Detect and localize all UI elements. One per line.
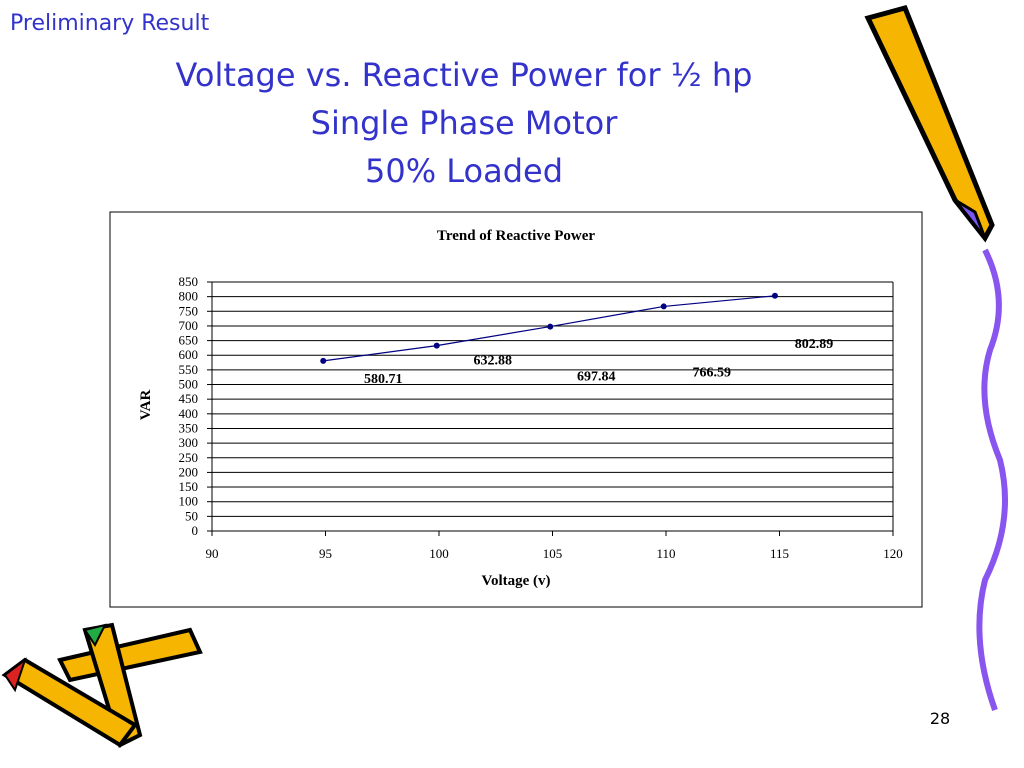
y-tick-label: 300 [179,435,199,450]
data-point [771,292,778,299]
y-tick-label: 100 [179,494,199,509]
chart: Trend of Reactive Power Voltage (v) VAR … [138,228,903,589]
title-line: Voltage vs. Reactive Power for ½ hp [176,56,753,94]
x-tick-label: 90 [206,546,219,561]
x-tick-label: 95 [319,546,332,561]
title-line: Single Phase Motor [311,104,619,142]
y-tick-label: 250 [179,450,199,465]
data-point [320,357,327,364]
x-tick-label: 115 [770,546,789,561]
y-tick-label: 700 [179,318,199,333]
title-line: 50% Loaded [365,152,563,190]
data-label: 632.88 [473,354,512,369]
y-tick-label: 50 [185,508,198,523]
page-number: 28 [930,709,950,728]
data-label: 580.71 [364,372,403,387]
y-tick-label: 150 [179,479,199,494]
x-tick-label: 110 [656,546,675,561]
y-tick-label: 500 [179,377,199,392]
y-tick-label: 550 [179,362,199,377]
x-tick-label: 100 [429,546,449,561]
pencil-decoration [1,5,1008,748]
data-point [547,323,554,330]
x-axis-label: Voltage (v) [481,573,550,589]
y-tick-label: 200 [179,464,199,479]
data-label: 802.89 [795,337,834,352]
y-tick-label: 800 [179,289,199,304]
y-tick-label: 0 [192,523,199,538]
y-tick-label: 750 [179,303,199,318]
data-point [433,342,440,349]
y-tick-label: 650 [179,333,199,348]
data-label: 766.59 [692,365,731,380]
y-tick-label: 850 [179,274,199,289]
chart-title: Trend of Reactive Power [437,228,595,244]
y-tick-label: 400 [179,406,199,421]
y-tick-label: 350 [179,420,199,435]
x-tick-label: 120 [883,546,903,561]
y-tick-label: 600 [179,347,199,362]
data-label: 697.84 [577,370,616,385]
y-axis-label: VAR [138,390,154,421]
y-tick-label: 450 [179,391,199,406]
x-tick-label: 105 [543,546,563,561]
data-point [660,303,667,310]
header: Preliminary Result [10,11,210,36]
chart-frame [109,211,923,608]
